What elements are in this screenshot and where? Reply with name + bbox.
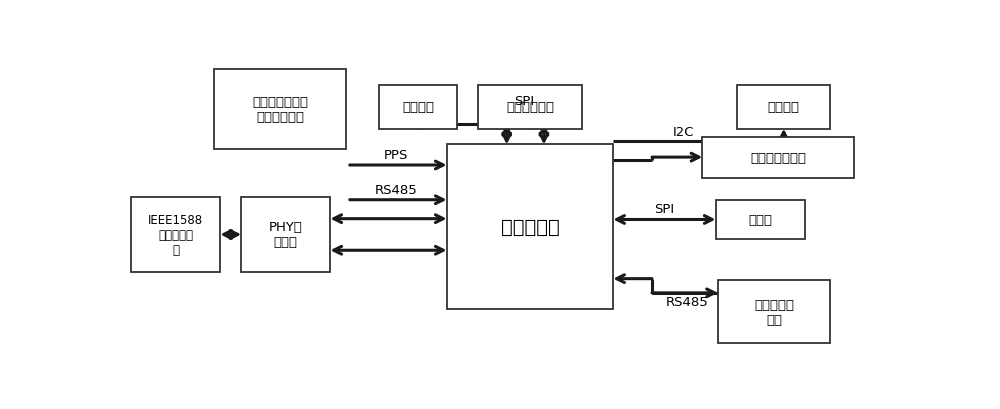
FancyBboxPatch shape bbox=[241, 197, 330, 273]
Text: 电能计量模块: 电能计量模块 bbox=[506, 101, 554, 114]
FancyBboxPatch shape bbox=[447, 145, 613, 309]
Text: 温湿度测量装置: 温湿度测量装置 bbox=[750, 151, 806, 164]
Text: 时钟芯片: 时钟芯片 bbox=[768, 101, 800, 114]
FancyBboxPatch shape bbox=[131, 197, 220, 273]
Text: I2C: I2C bbox=[672, 125, 694, 138]
Text: IEEE1588
协议时钟系
统: IEEE1588 协议时钟系 统 bbox=[148, 213, 203, 256]
FancyBboxPatch shape bbox=[702, 137, 854, 178]
Text: 秒脉冲为基准的
时钟同步系统: 秒脉冲为基准的 时钟同步系统 bbox=[252, 96, 308, 124]
Text: 电能量采集
终端: 电能量采集 终端 bbox=[754, 298, 794, 326]
FancyBboxPatch shape bbox=[737, 85, 830, 129]
Text: SPI: SPI bbox=[654, 203, 674, 216]
Text: SPI: SPI bbox=[514, 94, 535, 107]
FancyBboxPatch shape bbox=[718, 281, 830, 344]
Text: 存储器: 存储器 bbox=[748, 213, 772, 227]
Text: RS485: RS485 bbox=[375, 183, 418, 196]
Text: PPS: PPS bbox=[384, 148, 408, 162]
FancyBboxPatch shape bbox=[716, 200, 805, 240]
Text: PHY接
口芯片: PHY接 口芯片 bbox=[269, 221, 303, 249]
Text: 中央处理器: 中央处理器 bbox=[501, 218, 559, 236]
Text: 恒温晶振: 恒温晶振 bbox=[402, 101, 434, 114]
FancyBboxPatch shape bbox=[379, 85, 457, 129]
Text: RS485: RS485 bbox=[666, 296, 709, 309]
FancyBboxPatch shape bbox=[478, 85, 582, 129]
FancyBboxPatch shape bbox=[214, 70, 346, 150]
